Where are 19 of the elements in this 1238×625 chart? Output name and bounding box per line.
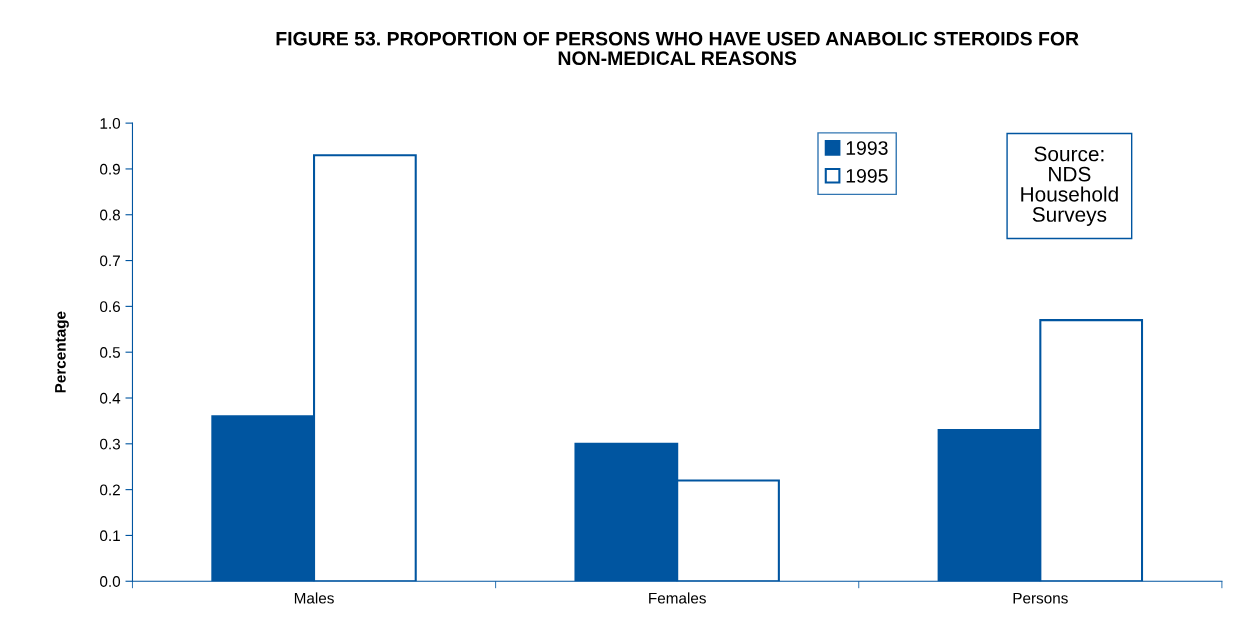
annotation: Source: NDS Household Surveys	[1021, 146, 1118, 226]
chart-title: FIGURE 53. PROPORTION OF PERSONS WHO HAVE USED ANABOLIC STEROIDS FOR NON-MEDICAL REASONS	[276, 31, 1079, 66]
y-axis-title: Percentage	[55, 311, 69, 393]
y-tick-label: 0.0	[100, 576, 121, 587]
x-tick-label: Females	[649, 592, 706, 604]
y-tick-label: 0.7	[100, 255, 120, 267]
y-tick-label: 0.2	[100, 484, 120, 496]
y-tick-label: 0.5	[100, 347, 121, 358]
y-tick-label: 0.9	[100, 163, 120, 175]
y-tick-label: 1.0	[100, 117, 121, 129]
x-tick-label: Persons	[1013, 592, 1068, 604]
legend-label: 1993	[846, 141, 888, 155]
x-tick-label: Males	[294, 592, 334, 604]
y-tick-label: 0.1	[100, 530, 120, 542]
y-tick-label: 0.6	[100, 301, 120, 313]
y-tick-label: 0.3	[100, 438, 120, 450]
legend-label: 1995	[846, 168, 888, 183]
y-tick-label: 0.8	[100, 209, 120, 221]
y-tick-label: 0.4	[100, 392, 121, 404]
